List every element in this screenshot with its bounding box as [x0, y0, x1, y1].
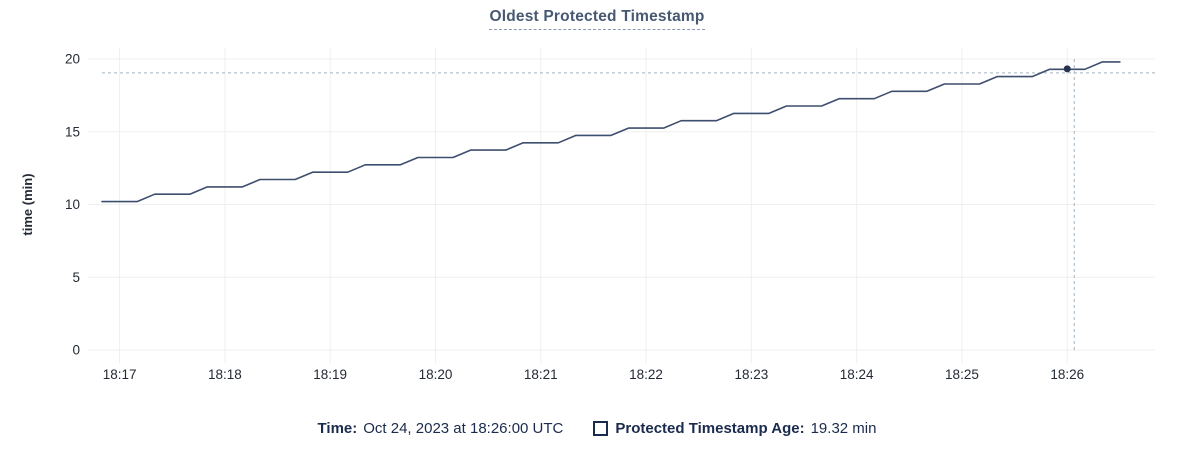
y-tick-label: 0 [72, 343, 80, 358]
legend-series-toggle[interactable]: Protected Timestamp Age: 19.32 min [593, 420, 876, 437]
y-tick-label: 10 [65, 197, 80, 212]
y-axis-label: time (min) [20, 173, 35, 235]
series-line [101, 61, 1121, 203]
line-chart-plot-area[interactable]: 0 5 10 15 20 18:17 18:18 18:19 18:20 18:21 18:22 18… [0, 0, 1194, 400]
legend-time-label: Time: [317, 420, 358, 437]
legend-time: Time: Oct 24, 2023 at 18:26:00 UTC [318, 420, 564, 437]
x-tick-label: 18:24 [840, 367, 874, 382]
chart-header: Oldest Protected Timestamp [0, 8, 1194, 30]
x-tick-label: 18:23 [734, 367, 768, 382]
y-tick-label: 5 [72, 270, 80, 285]
x-tick-label: 18:17 [103, 367, 137, 382]
x-tick-label: 18:19 [313, 367, 347, 382]
x-tick-label: 18:20 [419, 367, 453, 382]
x-tick-label: 18:26 [1050, 367, 1084, 382]
x-tick-label: 18:25 [945, 367, 979, 382]
x-tick-label: 18:21 [524, 367, 558, 382]
x-tick-label: 18:22 [629, 367, 663, 382]
legend-time-value: Oct 24, 2023 at 18:26:00 UTC [363, 420, 564, 437]
series-checkbox-icon[interactable] [593, 421, 609, 436]
legend-series-value: 19.32 min [810, 420, 877, 437]
legend-series-label: Protected Timestamp Age: [615, 420, 805, 437]
hover-dot [1063, 65, 1071, 73]
chart-legend: Time: Oct 24, 2023 at 18:26:00 UTC Prote… [0, 420, 1194, 437]
y-tick-label: 15 [65, 124, 80, 139]
chart-title[interactable]: Oldest Protected Timestamp [489, 8, 705, 30]
x-tick-label: 18:18 [208, 367, 242, 382]
y-tick-label: 20 [65, 52, 80, 67]
